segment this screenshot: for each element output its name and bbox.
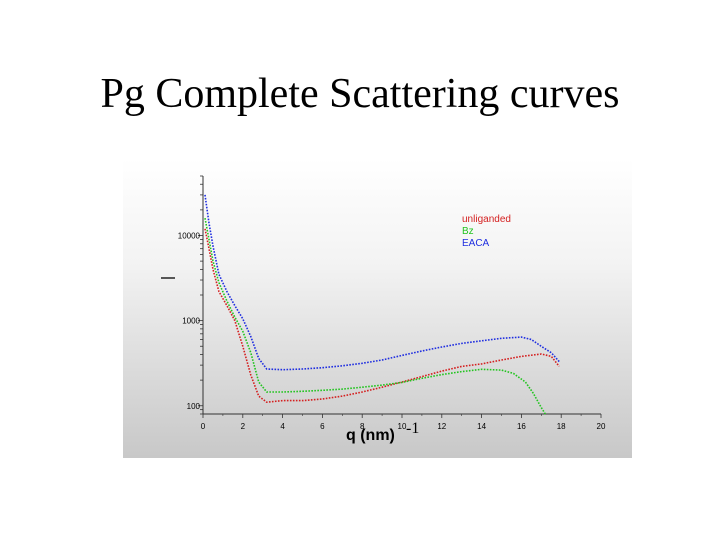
y-tick-label: 10000 bbox=[178, 232, 201, 241]
series-line-bz bbox=[204, 217, 546, 415]
series-line-unliganded bbox=[204, 228, 560, 404]
legend-entry-eaca: EACA bbox=[462, 238, 490, 249]
x-tick-label: 2 bbox=[241, 422, 246, 431]
plot-panel: 10000 1000 100 0 2 4 6 8 10 12 14 16 18 20 unliganded B… bbox=[123, 158, 632, 458]
x-tick-label: 0 bbox=[201, 422, 206, 431]
x-tick-label: 6 bbox=[320, 422, 325, 431]
x-tick-label: 18 bbox=[557, 422, 566, 431]
slide-title: Pg Complete Scattering curves bbox=[100, 71, 620, 117]
legend-entry-bz: Bz bbox=[462, 226, 474, 237]
x-tick-label: 20 bbox=[597, 422, 606, 431]
x-axis-title: q (nm) bbox=[346, 427, 395, 444]
x-tick-label: 4 bbox=[280, 422, 285, 431]
x-tick-label: 12 bbox=[437, 422, 446, 431]
x-tick-label: 10 bbox=[398, 422, 407, 431]
y-tick-label: 100 bbox=[187, 402, 201, 411]
x-axis-title-superscript: -1 bbox=[406, 420, 420, 437]
y-tick-label: 1000 bbox=[182, 317, 200, 326]
legend-entry-unliganded: unliganded bbox=[462, 214, 511, 225]
x-tick-label: 16 bbox=[517, 422, 526, 431]
x-tick-label: 14 bbox=[477, 422, 486, 431]
x-tick-label: 8 bbox=[360, 422, 365, 431]
